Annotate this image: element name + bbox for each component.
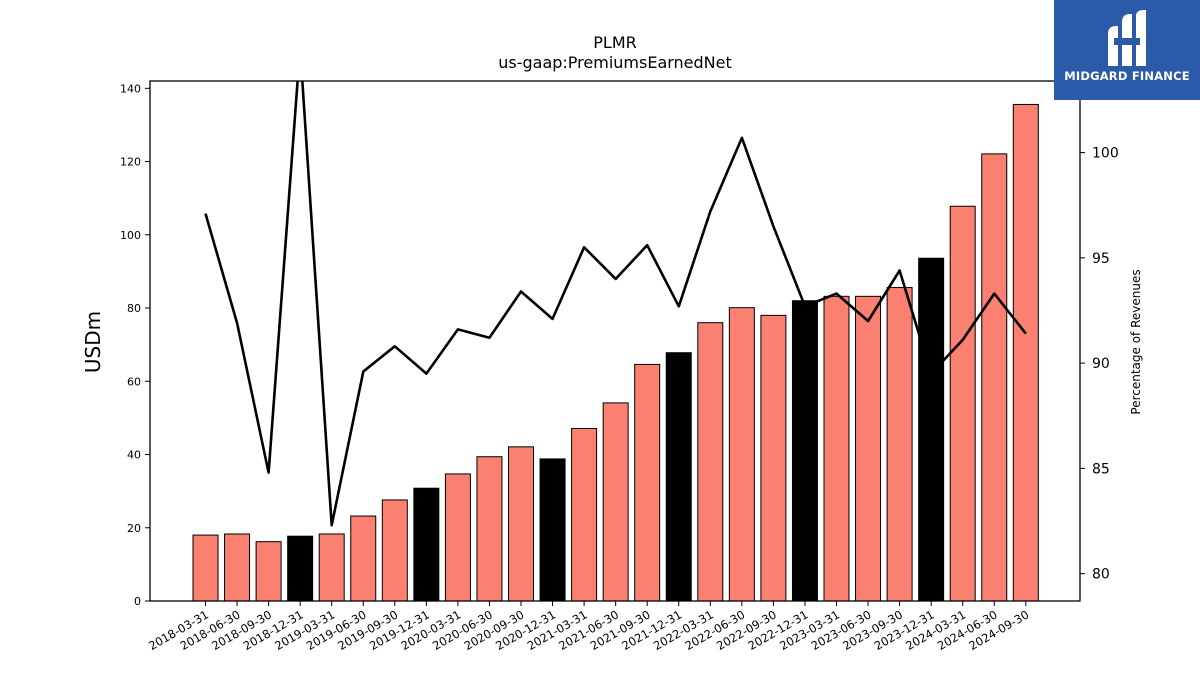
bar xyxy=(760,314,787,602)
bar xyxy=(697,322,724,602)
y2-tick-label: 95 xyxy=(1092,251,1110,267)
y-tick-label: 80 xyxy=(127,302,141,315)
bar xyxy=(476,456,503,602)
bar xyxy=(413,487,440,602)
y2-tick-label: 90 xyxy=(1092,356,1110,372)
bar xyxy=(918,257,945,602)
y2-axis-label: Percentage of Revenues xyxy=(1129,269,1143,414)
y-axis-label: USDm xyxy=(81,311,105,373)
bar xyxy=(981,153,1008,602)
line-path xyxy=(204,81,1027,527)
bar xyxy=(791,300,818,602)
midgard-finance-logo: MIDGARD FINANCE xyxy=(1054,0,1200,100)
plot-frame xyxy=(149,80,1081,602)
y-tick-label: 140 xyxy=(120,82,141,95)
bar-group xyxy=(192,103,1039,602)
y-tick-label: 20 xyxy=(127,522,141,535)
y-tick-label: 100 xyxy=(120,229,141,242)
y2-tick-label: 100 xyxy=(1092,146,1119,162)
bar xyxy=(287,535,314,602)
y-tick-label: 40 xyxy=(127,449,141,462)
y2-tick-label: 80 xyxy=(1092,567,1110,583)
y2-tick-label: 85 xyxy=(1092,461,1110,477)
bar xyxy=(1012,103,1039,602)
chart-subtitle: us-gaap:PremiumsEarnedNet xyxy=(498,53,732,72)
y-tick-label: 0 xyxy=(134,595,141,608)
bar xyxy=(571,428,598,602)
bar xyxy=(192,534,219,602)
bar xyxy=(224,533,251,602)
bar xyxy=(634,363,661,602)
y-tick-label: 120 xyxy=(120,156,141,169)
bar xyxy=(381,499,408,602)
logo-text: MIDGARD FINANCE xyxy=(1064,69,1190,83)
bar xyxy=(728,307,755,602)
bar xyxy=(539,458,566,602)
bar xyxy=(350,515,377,602)
bar xyxy=(255,541,282,602)
bar xyxy=(602,402,629,602)
bar xyxy=(949,205,976,602)
bar xyxy=(444,473,471,602)
bar xyxy=(508,446,534,602)
y-tick-label: 60 xyxy=(127,375,141,388)
line-series xyxy=(204,81,1027,527)
bar xyxy=(665,352,692,602)
chart-title: PLMR xyxy=(593,33,636,52)
bar xyxy=(823,295,850,602)
bar xyxy=(855,295,882,602)
bar xyxy=(886,287,913,602)
bar xyxy=(318,533,345,602)
logo-mark-icon xyxy=(1108,10,1146,66)
